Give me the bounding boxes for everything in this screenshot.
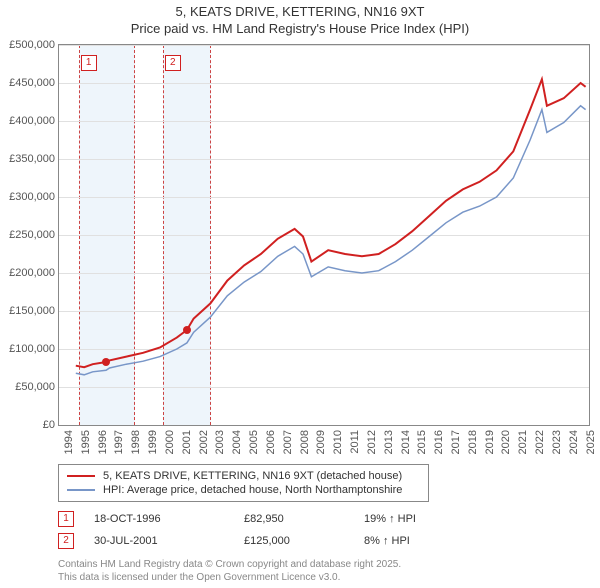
sale-row: 1 18-OCT-1996 £82,950 19% ↑ HPI	[58, 508, 592, 530]
legend-swatch	[67, 475, 95, 477]
x-axis-label: 1997	[113, 430, 125, 454]
y-axis-label: £450,000	[9, 77, 55, 89]
x-axis-label: 2001	[181, 430, 193, 454]
x-axis-label: 2024	[568, 430, 580, 454]
y-axis-label: £350,000	[9, 153, 55, 165]
y-axis-label: £100,000	[9, 343, 55, 355]
y-axis-label: £400,000	[9, 115, 55, 127]
x-axis-label: 1994	[63, 430, 75, 454]
x-axis-label: 2006	[265, 430, 277, 454]
x-axis-label: 2025	[585, 430, 597, 454]
series-price-paid	[76, 79, 586, 367]
x-axis-label: 2003	[214, 430, 226, 454]
x-axis-label: 2011	[349, 430, 361, 454]
x-axis-label: 2019	[484, 430, 496, 454]
x-axis-label: 2013	[383, 430, 395, 454]
y-axis-label: £250,000	[9, 229, 55, 241]
sale-diff: 8% ↑ HPI	[364, 535, 410, 547]
x-axis-label: 2012	[366, 430, 378, 454]
x-axis-label: 2010	[332, 430, 344, 454]
legend-swatch	[67, 489, 95, 491]
sale-dot	[102, 358, 110, 366]
x-axis-label: 2018	[467, 430, 479, 454]
x-axis-label: 2022	[534, 430, 546, 454]
sales-table: 1 18-OCT-1996 £82,950 19% ↑ HPI 2 30-JUL-2001…	[58, 508, 592, 552]
sale-price: £125,000	[244, 535, 344, 547]
x-axis-label: 2005	[248, 430, 260, 454]
x-axis-label: 1998	[130, 430, 142, 454]
chart: 12£0£50,000£100,000£150,000£200,000£250,…	[58, 44, 590, 426]
footer: Contains HM Land Registry data © Crown c…	[58, 558, 592, 584]
x-axis-label: 2017	[450, 430, 462, 454]
legend-label: HPI: Average price, detached house, Nort…	[103, 484, 402, 496]
sale-marker: 1	[58, 511, 74, 527]
x-axis-label: 2009	[315, 430, 327, 454]
sale-date: 18-OCT-1996	[94, 513, 224, 525]
y-axis-label: £150,000	[9, 305, 55, 317]
legend-label: 5, KEATS DRIVE, KETTERING, NN16 9XT (det…	[103, 470, 402, 482]
x-axis-label: 1999	[147, 430, 159, 454]
x-axis-label: 2000	[164, 430, 176, 454]
y-axis-label: £200,000	[9, 267, 55, 279]
region-marker: 1	[81, 55, 97, 71]
sale-date: 30-JUL-2001	[94, 535, 224, 547]
x-axis-label: 2002	[198, 430, 210, 454]
y-axis-label: £500,000	[9, 39, 55, 51]
series-hpi	[76, 106, 586, 375]
sale-diff: 19% ↑ HPI	[364, 513, 416, 525]
y-axis-label: £0	[43, 419, 55, 431]
y-axis-label: £300,000	[9, 191, 55, 203]
x-axis-label: 2016	[433, 430, 445, 454]
x-axis-label: 2020	[500, 430, 512, 454]
x-axis-label: 1996	[97, 430, 109, 454]
region-marker: 2	[165, 55, 181, 71]
sale-dot	[183, 326, 191, 334]
legend-item: 5, KEATS DRIVE, KETTERING, NN16 9XT (det…	[67, 469, 420, 483]
x-axis-label: 1995	[80, 430, 92, 454]
sale-price: £82,950	[244, 513, 344, 525]
x-axis-label: 2004	[231, 430, 243, 454]
chart-title: 5, KEATS DRIVE, KETTERING, NN16 9XT Pric…	[8, 4, 592, 38]
x-axis-label: 2008	[299, 430, 311, 454]
legend-item: HPI: Average price, detached house, Nort…	[67, 483, 420, 497]
x-axis-label: 2015	[416, 430, 428, 454]
x-axis-label: 2014	[400, 430, 412, 454]
x-axis-label: 2021	[517, 430, 529, 454]
legend: 5, KEATS DRIVE, KETTERING, NN16 9XT (det…	[58, 464, 429, 502]
x-axis-label: 2023	[551, 430, 563, 454]
y-axis-label: £50,000	[15, 381, 55, 393]
x-axis-label: 2007	[282, 430, 294, 454]
sale-marker: 2	[58, 533, 74, 549]
chart-svg	[59, 45, 589, 425]
sale-row: 2 30-JUL-2001 £125,000 8% ↑ HPI	[58, 530, 592, 552]
